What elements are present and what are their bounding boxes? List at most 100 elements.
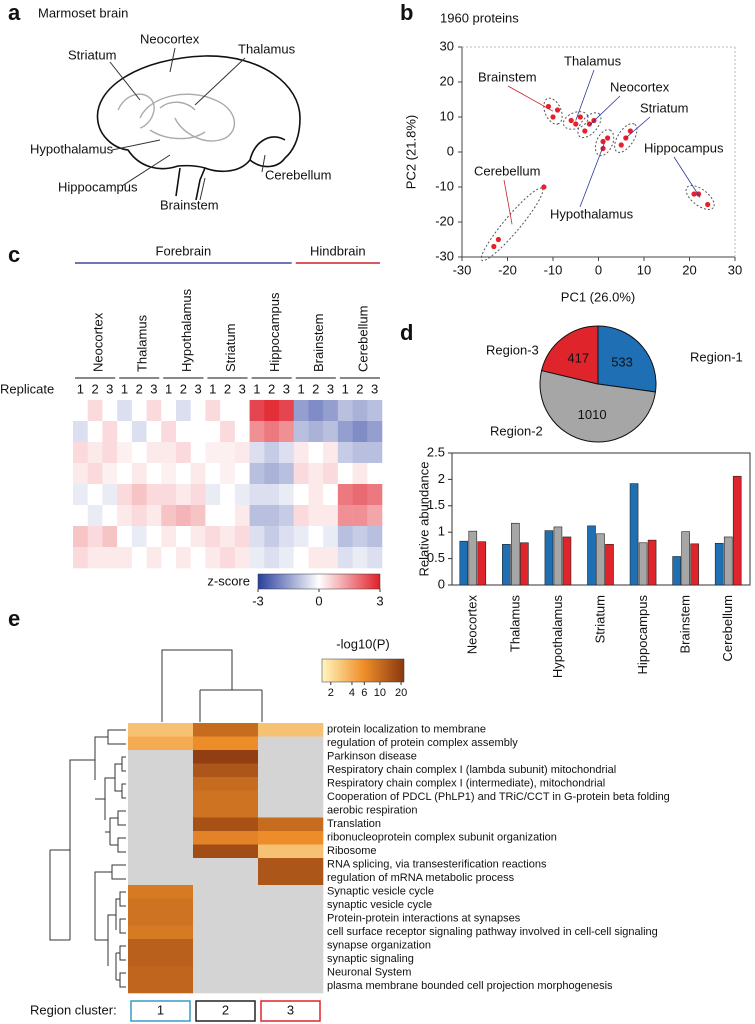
missing-cell <box>258 885 324 899</box>
missing-cell <box>258 790 324 805</box>
matrix-cell <box>128 898 194 913</box>
heatmap-cell <box>117 463 133 485</box>
missing-cell <box>258 979 324 994</box>
term-label: plasma membrane bounded cell projection … <box>327 980 613 992</box>
missing-cell <box>193 939 259 953</box>
cluster-ellipse <box>577 112 602 139</box>
heatmap-cell <box>234 484 250 506</box>
heatmap-cell <box>308 484 324 506</box>
heatmap-cell <box>337 505 353 527</box>
heatmap-cell <box>73 547 89 569</box>
bar <box>647 539 657 586</box>
leader-line <box>579 142 605 208</box>
heatmap-cell <box>264 547 280 569</box>
replicate-number: 3 <box>106 381 113 396</box>
heatmap-cell <box>308 526 324 548</box>
matrix-cell <box>193 804 259 818</box>
heatmap-cell <box>323 526 339 548</box>
heatmap-cell <box>190 526 206 548</box>
matrix-cell <box>128 912 194 926</box>
term-label: RNA splicing, via transesterification re… <box>327 859 547 871</box>
heatmap-cell <box>264 442 280 464</box>
heatmap-cell <box>146 484 162 506</box>
x-tick-label: 10 <box>637 262 651 277</box>
colorbar <box>257 573 381 590</box>
cerebellum-outline <box>249 136 286 161</box>
term-label: Respiratory chain complex I (intermediat… <box>327 778 605 790</box>
heatmap-cell <box>234 463 250 485</box>
heatmap-cell <box>323 484 339 506</box>
region-label: Hypothalamus <box>30 141 114 156</box>
bar <box>562 536 572 586</box>
series-label: Hypothalamus <box>550 206 634 221</box>
heatmap-cell <box>293 547 309 569</box>
heatmap-cell <box>117 442 133 464</box>
heatmap-cell <box>337 421 353 443</box>
missing-cell <box>128 871 194 886</box>
heatmap-cell <box>73 484 89 506</box>
matrix-cell <box>193 844 259 859</box>
bar <box>638 542 648 586</box>
term-label: synaptic signaling <box>327 953 414 965</box>
missing-cell <box>258 750 324 764</box>
leader-line <box>575 69 595 121</box>
replicate-number: 3 <box>371 381 378 396</box>
heatmap-cell <box>190 400 206 422</box>
heatmap-cell <box>176 484 192 506</box>
heatmap-cell <box>234 442 250 464</box>
matrix-cell <box>128 885 194 899</box>
matrix-cell <box>128 925 194 940</box>
pie-category-label: Region-2 <box>490 423 543 438</box>
heatmap-cell <box>293 421 309 443</box>
heatmap-cell <box>205 505 221 527</box>
panel-letter: a <box>8 0 21 25</box>
matrix-cell <box>193 723 259 737</box>
heatmap-cell <box>264 526 280 548</box>
heatmap-cell <box>249 547 265 569</box>
heatmap-cell <box>87 547 103 569</box>
heatmap-cell <box>102 505 118 527</box>
heatmap-cell <box>279 505 295 527</box>
series-label: Striatum <box>640 100 688 115</box>
heatmap-cell <box>367 547 383 569</box>
group-label: Forebrain <box>156 243 212 258</box>
heatmap-cell <box>293 484 309 506</box>
heatmap-cell <box>308 400 324 422</box>
missing-cell <box>128 817 194 832</box>
x-tick-label: Cerebellum <box>720 595 735 661</box>
point <box>605 135 611 141</box>
bar <box>714 542 724 586</box>
heatmap-cell <box>308 505 324 527</box>
bar <box>587 525 596 586</box>
heatmap-cell <box>337 400 353 422</box>
heatmap-cell <box>102 463 118 485</box>
missing-cell <box>128 804 194 818</box>
region-label: Striatum <box>68 47 116 62</box>
bar <box>605 544 614 586</box>
point <box>691 191 697 197</box>
cluster-label: 1 <box>157 1002 164 1017</box>
heatmap-cell <box>234 421 250 443</box>
heatmap-cell <box>323 547 339 569</box>
heatmap-cell <box>279 484 295 506</box>
panel-letter: d <box>400 320 413 345</box>
heatmap-cell <box>176 400 192 422</box>
matrix-cell <box>258 871 324 886</box>
heatmap-cell <box>73 505 89 527</box>
bar <box>544 530 554 586</box>
heatmap-cell <box>308 547 324 569</box>
heatmap-cell <box>352 442 368 464</box>
heatmap-cell <box>367 484 383 506</box>
bar <box>553 526 563 586</box>
matrix-cell <box>258 858 324 872</box>
missing-cell <box>258 763 324 778</box>
term-label: Cooperation of PDCL (PhLP1) and TRiC/CCT… <box>327 791 670 803</box>
heatmap-cell <box>117 421 133 443</box>
heatmap-cell <box>220 442 236 464</box>
pie-slice <box>540 325 599 385</box>
heatmap-cell <box>161 484 177 506</box>
leader-line <box>503 179 513 225</box>
y-tick-label: 30 <box>440 38 454 53</box>
missing-cell <box>193 925 259 940</box>
point <box>627 128 633 134</box>
